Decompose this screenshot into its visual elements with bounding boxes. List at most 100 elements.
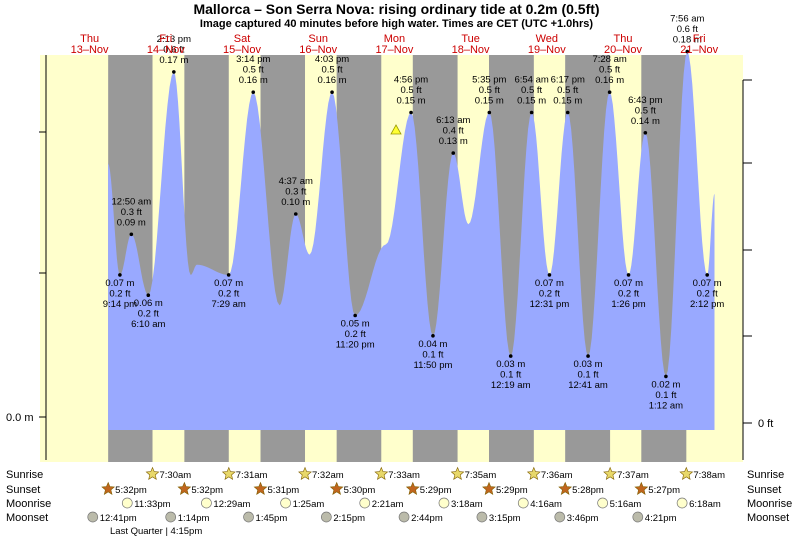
high-tide-label: 7:56 am (670, 14, 704, 25)
high-tide-label: 0.5 ft (479, 85, 500, 96)
sunset-icon (558, 481, 573, 495)
moonset-time: 2:44pm (411, 513, 443, 524)
right-axis (742, 79, 752, 460)
low-tide-label: 0.1 ft (577, 370, 598, 381)
high-tide-label: 0.09 m (117, 217, 146, 228)
sunset-time: 5:32pm (115, 485, 147, 496)
sunrise-time: 7:38am (693, 470, 725, 481)
chart-subtitle: Image captured 40 minutes before high wa… (200, 18, 594, 30)
low-tide-label: 0.07 m (693, 278, 722, 289)
high-tide-label: 0.5 ft (521, 85, 542, 96)
low-tide-point (547, 273, 552, 277)
day-date: 14–Nov (147, 44, 185, 56)
moonrise-icon (517, 497, 529, 509)
sunrise-icon (221, 466, 236, 480)
high-tide-label: 2:13 pm (157, 34, 191, 45)
sunset-time: 5:32pm (191, 485, 223, 496)
moonrise-row-label-left: Moonrise (6, 498, 51, 510)
low-tide-label: 1:26 pm (611, 299, 645, 310)
low-tide-label: 9:14 pm (103, 299, 137, 310)
low-tide-label: 0.2 ft (539, 288, 560, 299)
day-date: 18–Nov (452, 44, 490, 56)
day-date: 20–Nov (604, 44, 642, 56)
sunset-time: 5:29pm (496, 485, 528, 496)
moonrise-time: 5:16am (610, 499, 642, 510)
current-level-marker (390, 124, 402, 135)
sunrise-icon (603, 466, 618, 480)
day-date: 19–Nov (528, 44, 566, 56)
low-tide-point (626, 273, 631, 277)
high-tide-label: 6:17 pm (551, 75, 585, 86)
high-tide-label: 0.5 ft (400, 85, 421, 96)
low-tide-label: 0.04 m (418, 339, 447, 350)
moonset-time: 3:15pm (489, 513, 521, 524)
moonset-icon (398, 511, 410, 523)
day-name: Thu (80, 33, 99, 45)
sunset-icon (253, 481, 268, 495)
high-tide-label: 0.18 m (673, 35, 702, 46)
low-tide-label: 0.2 ft (138, 309, 159, 320)
low-tide-label: 0.2 ft (218, 288, 239, 299)
sunrise-row-label-left: Sunrise (6, 469, 43, 481)
low-tide-label: 0.2 ft (618, 288, 639, 299)
left-axis-unit: 0.0 m (6, 412, 34, 424)
low-tide-label: 0.2 ft (109, 288, 130, 299)
moonset-time: 12:41pm (100, 513, 137, 524)
high-tide-label: 0.10 m (281, 197, 310, 208)
low-tide-label: 11:20 pm (336, 340, 375, 351)
sunrise-icon (145, 466, 160, 480)
day-header: Thu13–NovFri14–NovSat15–NovSun16–NovMon1… (71, 33, 719, 56)
high-tide-point (487, 110, 492, 115)
high-tide-point (529, 110, 534, 115)
day-name: Thu (614, 33, 633, 45)
right-axis-unit: 0 ft (758, 418, 773, 430)
high-tide-point (685, 49, 690, 54)
sunset-icon (405, 481, 420, 495)
low-tide-label: 0.2 ft (697, 288, 718, 299)
high-tide-label: 7:28 am (592, 54, 626, 65)
day-name: Sat (234, 33, 251, 45)
sunrise-row-label-right: Sunrise (747, 469, 784, 481)
high-tide-label: 0.14 m (631, 116, 660, 127)
sunset-icon (329, 481, 344, 495)
low-tide-label: 1:12 am (649, 400, 683, 411)
moonrise-icon (359, 497, 371, 509)
high-tide-label: 4:37 am (279, 176, 313, 187)
moonrise-row-label-right: Moonrise (747, 498, 792, 510)
low-tide-label: 12:19 am (491, 380, 531, 391)
moonset-row-label-left: Moonset (6, 512, 48, 524)
low-tide-point (146, 293, 151, 298)
moonrise-time: 3:18am (451, 499, 483, 510)
day-date: 13–Nov (71, 44, 109, 56)
tide-area (108, 51, 715, 430)
low-tide-label: 0.07 m (614, 278, 643, 289)
low-tide-label: 0.07 m (535, 278, 564, 289)
high-tide-point (409, 110, 413, 115)
moon-phase-label: Last Quarter | 4:15pm (110, 526, 202, 537)
moonrise-time: 6:18am (689, 499, 721, 510)
sunset-time: 5:31pm (268, 485, 300, 496)
low-tide-label: 0.07 m (105, 278, 134, 289)
sun-moon-table: Sunrise Sunrise 7:30am 7:31am 7:32am 7:33am 7:… (6, 466, 792, 537)
moonrise-time: 12:29am (213, 499, 250, 510)
sunrise-icon (450, 466, 465, 480)
high-tide-label: 0.16 m (318, 75, 347, 86)
sunrise-time: 7:37am (617, 470, 649, 481)
low-tide-point (226, 273, 231, 277)
day-name: Fri (159, 33, 172, 45)
low-tide-point (118, 273, 122, 277)
left-axis (39, 55, 47, 460)
moonset-icon (87, 511, 99, 523)
high-tide-label: 12:50 am (112, 196, 152, 207)
day-name: Mon (384, 33, 405, 45)
high-tide-label: 0.16 m (595, 75, 624, 86)
chart-title: Mallorca – Son Serra Nova: rising ordina… (193, 1, 599, 17)
moonrise-icon (280, 497, 291, 509)
high-tide-label: 0.15 m (553, 96, 582, 107)
day-date: 17–Nov (375, 44, 413, 56)
moonrise-time: 11:33pm (134, 499, 170, 510)
low-tide-point (586, 354, 590, 358)
low-tide-label: 0.03 m (574, 359, 603, 370)
high-tide-label: 0.3 ft (121, 207, 142, 218)
moonrise-time: 1:25am (293, 499, 325, 510)
